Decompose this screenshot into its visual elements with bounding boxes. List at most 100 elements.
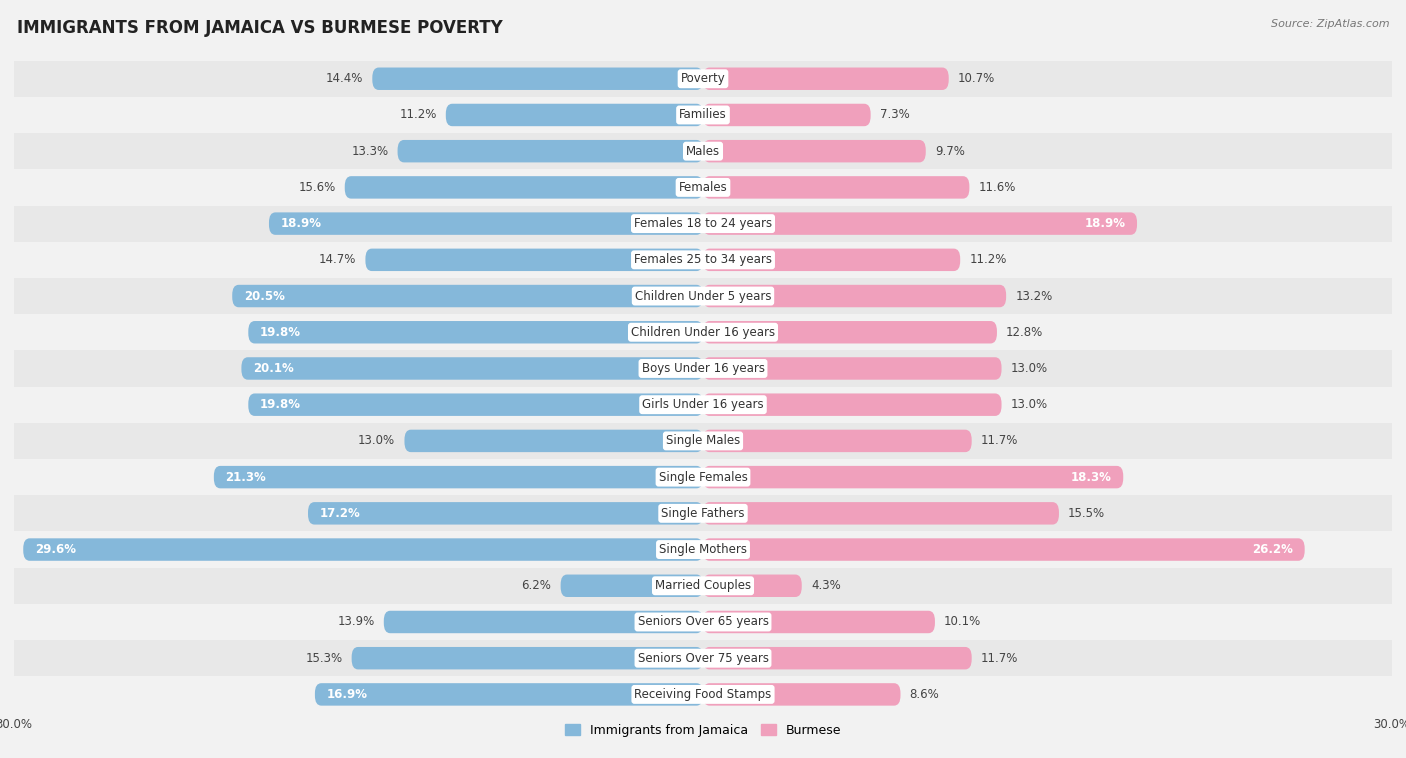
Text: 17.2%: 17.2%: [319, 507, 360, 520]
Text: Females: Females: [679, 181, 727, 194]
Text: 10.1%: 10.1%: [945, 615, 981, 628]
Text: Married Couples: Married Couples: [655, 579, 751, 592]
Text: Seniors Over 75 years: Seniors Over 75 years: [637, 652, 769, 665]
FancyBboxPatch shape: [703, 611, 935, 633]
Text: Females 18 to 24 years: Females 18 to 24 years: [634, 217, 772, 230]
Bar: [14, 350, 1392, 387]
Bar: [14, 242, 1392, 278]
FancyBboxPatch shape: [703, 393, 1001, 416]
FancyBboxPatch shape: [703, 249, 960, 271]
Text: IMMIGRANTS FROM JAMAICA VS BURMESE POVERTY: IMMIGRANTS FROM JAMAICA VS BURMESE POVER…: [17, 19, 502, 37]
FancyBboxPatch shape: [703, 430, 972, 452]
Text: 12.8%: 12.8%: [1007, 326, 1043, 339]
Text: Children Under 5 years: Children Under 5 years: [634, 290, 772, 302]
Text: 10.7%: 10.7%: [957, 72, 995, 85]
Bar: [14, 459, 1392, 495]
Text: 11.2%: 11.2%: [399, 108, 437, 121]
FancyBboxPatch shape: [344, 176, 703, 199]
Text: 20.1%: 20.1%: [253, 362, 294, 375]
Text: 13.0%: 13.0%: [1011, 362, 1047, 375]
FancyBboxPatch shape: [703, 466, 1123, 488]
Text: 13.0%: 13.0%: [1011, 398, 1047, 411]
FancyBboxPatch shape: [269, 212, 703, 235]
Text: 13.2%: 13.2%: [1015, 290, 1053, 302]
FancyBboxPatch shape: [703, 683, 900, 706]
Bar: [14, 640, 1392, 676]
Text: 29.6%: 29.6%: [35, 543, 76, 556]
Text: Poverty: Poverty: [681, 72, 725, 85]
Text: 11.7%: 11.7%: [981, 434, 1018, 447]
FancyBboxPatch shape: [24, 538, 703, 561]
Bar: [14, 278, 1392, 314]
FancyBboxPatch shape: [373, 67, 703, 90]
Text: Receiving Food Stamps: Receiving Food Stamps: [634, 688, 772, 701]
FancyBboxPatch shape: [214, 466, 703, 488]
FancyBboxPatch shape: [398, 140, 703, 162]
FancyBboxPatch shape: [242, 357, 703, 380]
FancyBboxPatch shape: [703, 321, 997, 343]
Text: 20.5%: 20.5%: [243, 290, 284, 302]
Text: 14.4%: 14.4%: [326, 72, 363, 85]
Text: 15.5%: 15.5%: [1069, 507, 1105, 520]
Text: 21.3%: 21.3%: [225, 471, 266, 484]
FancyBboxPatch shape: [703, 538, 1305, 561]
FancyBboxPatch shape: [249, 393, 703, 416]
Bar: [14, 531, 1392, 568]
Text: Seniors Over 65 years: Seniors Over 65 years: [637, 615, 769, 628]
Legend: Immigrants from Jamaica, Burmese: Immigrants from Jamaica, Burmese: [560, 719, 846, 742]
Bar: [14, 314, 1392, 350]
Text: 15.3%: 15.3%: [305, 652, 343, 665]
Text: Single Females: Single Females: [658, 471, 748, 484]
FancyBboxPatch shape: [232, 285, 703, 307]
FancyBboxPatch shape: [703, 212, 1137, 235]
Text: 18.3%: 18.3%: [1071, 471, 1112, 484]
FancyBboxPatch shape: [366, 249, 703, 271]
Text: 14.7%: 14.7%: [319, 253, 356, 266]
FancyBboxPatch shape: [446, 104, 703, 126]
Text: 6.2%: 6.2%: [522, 579, 551, 592]
Bar: [14, 169, 1392, 205]
FancyBboxPatch shape: [405, 430, 703, 452]
Bar: [14, 61, 1392, 97]
FancyBboxPatch shape: [703, 285, 1007, 307]
Text: Single Males: Single Males: [666, 434, 740, 447]
Bar: [14, 205, 1392, 242]
FancyBboxPatch shape: [352, 647, 703, 669]
FancyBboxPatch shape: [703, 67, 949, 90]
FancyBboxPatch shape: [703, 176, 969, 199]
Bar: [14, 495, 1392, 531]
Text: Girls Under 16 years: Girls Under 16 years: [643, 398, 763, 411]
Bar: [14, 97, 1392, 133]
FancyBboxPatch shape: [561, 575, 703, 597]
Text: 13.3%: 13.3%: [352, 145, 388, 158]
FancyBboxPatch shape: [315, 683, 703, 706]
FancyBboxPatch shape: [703, 357, 1001, 380]
Text: 15.6%: 15.6%: [298, 181, 336, 194]
FancyBboxPatch shape: [703, 104, 870, 126]
Text: Families: Families: [679, 108, 727, 121]
Text: 9.7%: 9.7%: [935, 145, 965, 158]
Text: 26.2%: 26.2%: [1253, 543, 1294, 556]
Text: 19.8%: 19.8%: [260, 398, 301, 411]
Text: 4.3%: 4.3%: [811, 579, 841, 592]
Text: 13.0%: 13.0%: [359, 434, 395, 447]
Text: 13.9%: 13.9%: [337, 615, 374, 628]
Text: 18.9%: 18.9%: [280, 217, 322, 230]
Text: 19.8%: 19.8%: [260, 326, 301, 339]
Bar: [14, 423, 1392, 459]
Text: Single Fathers: Single Fathers: [661, 507, 745, 520]
Text: 11.2%: 11.2%: [969, 253, 1007, 266]
Text: 18.9%: 18.9%: [1084, 217, 1126, 230]
Text: Single Mothers: Single Mothers: [659, 543, 747, 556]
Bar: [14, 604, 1392, 640]
Bar: [14, 387, 1392, 423]
FancyBboxPatch shape: [703, 647, 972, 669]
Text: Source: ZipAtlas.com: Source: ZipAtlas.com: [1271, 19, 1389, 29]
FancyBboxPatch shape: [703, 502, 1059, 525]
FancyBboxPatch shape: [703, 575, 801, 597]
Text: 16.9%: 16.9%: [326, 688, 367, 701]
Text: Boys Under 16 years: Boys Under 16 years: [641, 362, 765, 375]
FancyBboxPatch shape: [249, 321, 703, 343]
Text: 7.3%: 7.3%: [880, 108, 910, 121]
Text: Females 25 to 34 years: Females 25 to 34 years: [634, 253, 772, 266]
